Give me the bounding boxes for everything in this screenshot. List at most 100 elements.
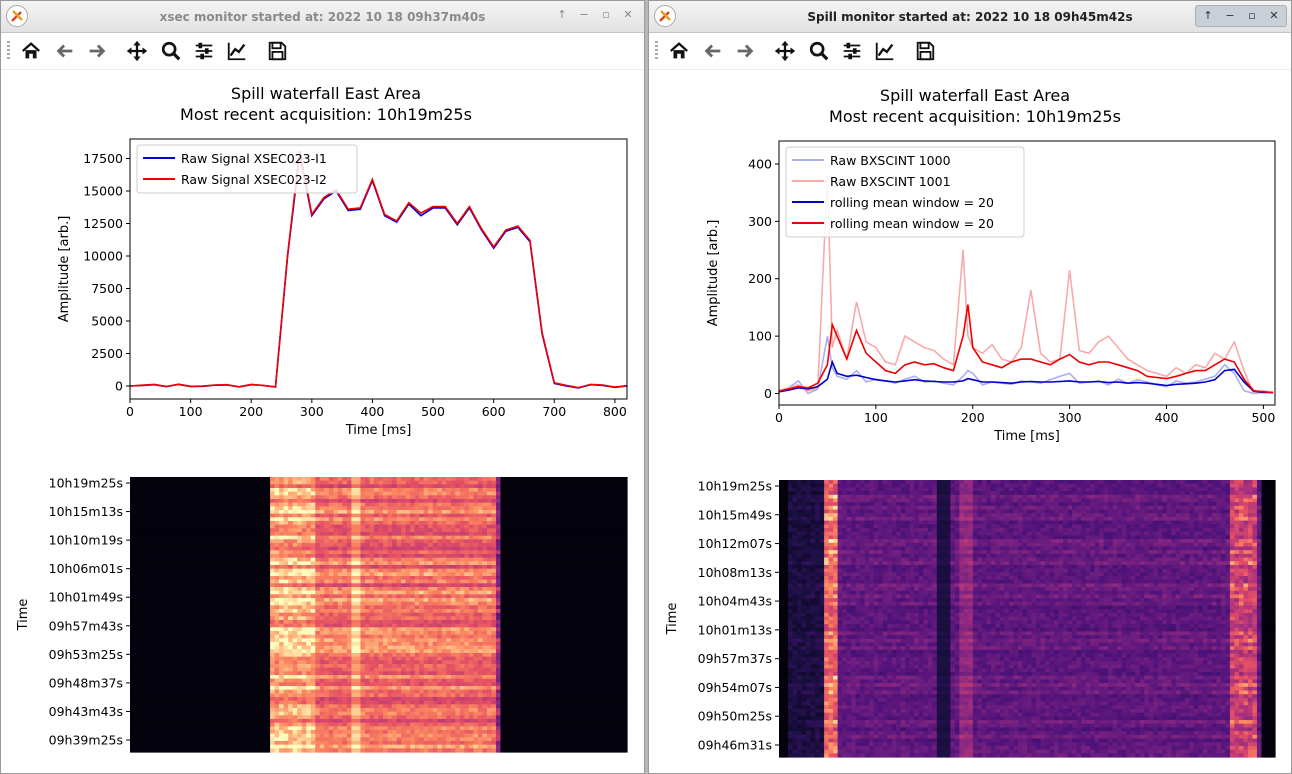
- title-bar[interactable]: xsec monitor started at: 2022 10 18 09h3…: [1, 1, 644, 33]
- heatmap-cell: [202, 572, 208, 577]
- heatmap-cell: [333, 521, 339, 526]
- heatmap-cell: [459, 620, 465, 625]
- heatmap-cell: [514, 568, 520, 573]
- heatmap-cell: [428, 616, 434, 621]
- heatmap-cell: [482, 576, 488, 581]
- heatmap-cell: [387, 579, 393, 584]
- heatmap-cell: [342, 524, 348, 529]
- heatmap-cell: [306, 587, 312, 592]
- heatmap-cell: [473, 528, 479, 533]
- heatmap-cell: [464, 517, 470, 522]
- heatmap-cell: [577, 532, 583, 537]
- heatmap-cell: [310, 524, 316, 529]
- heatmap-cell: [188, 594, 194, 599]
- heatmap-cell: [242, 605, 249, 610]
- heatmap-cell: [419, 594, 425, 599]
- heatmap-cell: [572, 535, 578, 540]
- heatmap-cell: [130, 488, 136, 493]
- heatmap-cell: [617, 565, 624, 570]
- save-button[interactable]: [264, 39, 290, 63]
- heatmap-cell: [247, 491, 253, 496]
- heatmap-cell: [378, 568, 384, 573]
- always-on-top-button[interactable]: ↑: [557, 8, 567, 21]
- heatmap-cell: [599, 539, 606, 544]
- heatmap-cell: [202, 499, 208, 504]
- heatmap-cell: [518, 535, 524, 540]
- heatmap-cell: [446, 609, 452, 614]
- heatmap-cell: [577, 590, 583, 595]
- heatmap-cell: [532, 528, 538, 533]
- edit-axis-button[interactable]: [224, 39, 250, 63]
- legend-entry: Raw Signal XSEC023-I1: [181, 151, 327, 166]
- heatmap-cell: [405, 528, 411, 533]
- heatmap-cell: [148, 506, 154, 511]
- heatmap-cell: [157, 634, 163, 639]
- minimize-button[interactable]: −: [579, 8, 589, 21]
- heatmap-cell: [577, 601, 583, 606]
- heatmap-cell: [270, 579, 276, 584]
- heatmap-cell: [202, 528, 208, 533]
- heatmap-cell: [527, 631, 533, 636]
- heatmap-cell: [419, 590, 425, 595]
- home-button[interactable]: [18, 39, 44, 63]
- heatmap-cell: [351, 554, 357, 559]
- heatmap-cell: [572, 598, 578, 603]
- heatmap-cell: [622, 546, 628, 551]
- heatmap-cell: [428, 502, 434, 507]
- configure-subplots-button[interactable]: [191, 39, 217, 63]
- heatmap-cell: [523, 495, 529, 500]
- heatmap-cell: [486, 638, 493, 643]
- heatmap-cell: [184, 517, 190, 522]
- zoom-button[interactable]: [158, 39, 184, 63]
- heatmap-cell: [369, 550, 375, 555]
- close-button[interactable]: ✕: [623, 8, 633, 21]
- heatmap-cell: [401, 609, 407, 614]
- heatmap-cell: [328, 609, 334, 614]
- heatmap-cell: [247, 550, 253, 555]
- heatmap-cell: [613, 477, 619, 482]
- heatmap-cell: [455, 620, 461, 625]
- heatmap-cell: [220, 565, 226, 570]
- heatmap-cell: [360, 638, 366, 643]
- heatmap-cell: [545, 480, 551, 485]
- heatmap-cell: [139, 590, 145, 595]
- heatmap-cell: [206, 579, 212, 584]
- forward-button[interactable]: [84, 39, 110, 63]
- heatmap-cell: [319, 612, 325, 617]
- heatmap-cell: [265, 583, 271, 588]
- heatmap-cell: [495, 627, 502, 632]
- heatmap-cell: [581, 535, 587, 540]
- heatmap-cell: [595, 506, 601, 511]
- heatmap-cell: [170, 612, 176, 617]
- heatmap-cell: [170, 513, 176, 518]
- toolbar-grip[interactable]: [7, 41, 10, 61]
- heatmap-cell: [360, 513, 366, 518]
- heatmap-cell: [464, 550, 470, 555]
- heatmap-cell: [482, 495, 488, 500]
- heatmap-cell: [251, 605, 258, 610]
- heatmap-cell: [559, 546, 565, 551]
- app-icon[interactable]: [6, 5, 28, 27]
- heatmap-cell: [455, 616, 461, 621]
- maximize-button[interactable]: ▫: [602, 8, 610, 21]
- heatmap-cell: [536, 532, 542, 537]
- heatmap-cell: [247, 532, 253, 537]
- heatmap-cell: [233, 554, 240, 559]
- heatmap-cell: [242, 594, 249, 599]
- heatmap-cell: [468, 605, 474, 610]
- heatmap-cell: [495, 594, 502, 599]
- back-button[interactable]: [52, 39, 78, 63]
- heatmap-cell: [505, 609, 511, 614]
- heatmap-cell: [613, 572, 619, 577]
- pan-button[interactable]: [124, 39, 150, 63]
- heatmap-cell: [238, 605, 244, 610]
- heatmap-cell: [441, 510, 447, 515]
- heatmap-cell: [143, 620, 149, 625]
- heatmap-cell: [455, 484, 461, 489]
- heatmap-cell: [446, 521, 452, 526]
- heatmap-cell: [450, 616, 456, 621]
- heatmap-cell: [333, 572, 339, 577]
- heatmap-cell: [595, 491, 601, 496]
- heatmap-cell: [514, 513, 520, 518]
